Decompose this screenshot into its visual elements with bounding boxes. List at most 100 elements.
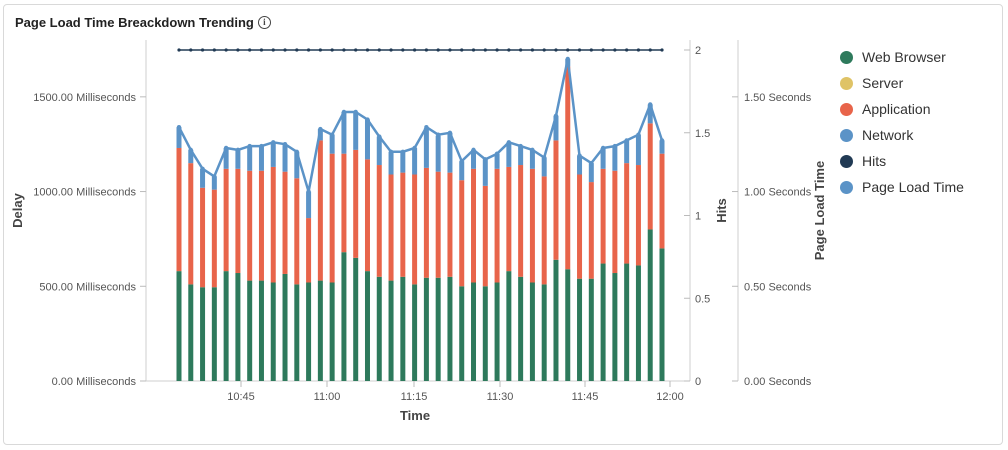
- page-load-time-point: [377, 134, 382, 139]
- hits-point: [542, 48, 546, 52]
- page-load-time-point: [506, 140, 512, 145]
- bar-network: [412, 147, 418, 175]
- bar-application: [223, 168, 229, 272]
- bar-network: [400, 151, 406, 173]
- bar-web-browser: [317, 280, 323, 381]
- bar-web-browser: [506, 271, 512, 381]
- chart-title-row: Page Load Time Breackdown Trending i: [15, 15, 271, 30]
- hits-point: [259, 48, 264, 52]
- legend-label-network: Network: [862, 127, 914, 143]
- bar-network: [200, 168, 206, 188]
- bar-web-browser: [612, 273, 618, 381]
- hits-point: [377, 48, 381, 52]
- hits-point: [212, 48, 216, 52]
- legend-swatch-page-load-time: [840, 180, 853, 194]
- bar-application: [376, 165, 382, 277]
- bar-network: [376, 136, 382, 166]
- bar-network: [294, 151, 300, 179]
- hits-point: [318, 48, 322, 52]
- chart-title: Page Load Time Breackdown Trending: [15, 15, 254, 30]
- bar-application: [423, 167, 429, 278]
- bar-web-browser: [624, 263, 630, 381]
- hits-point: [365, 48, 370, 52]
- legend-swatch-hits: [840, 154, 853, 168]
- hits-point: [566, 48, 570, 52]
- bar-network: [270, 142, 276, 167]
- legend-swatch-application: [840, 102, 853, 116]
- bar-network: [435, 135, 441, 172]
- y-left-tick-label: 0.00 Milliseconds: [52, 376, 137, 388]
- page-load-time-point: [589, 160, 594, 166]
- bar-application: [176, 147, 182, 272]
- bar-application: [435, 171, 441, 278]
- hits-point: [507, 48, 511, 52]
- bar-web-browser: [541, 284, 547, 381]
- bar-network: [541, 157, 547, 177]
- hits-point: [436, 48, 440, 52]
- page-load-time-point: [530, 147, 535, 153]
- hits-point: [554, 48, 558, 52]
- legend: Web Browser Server Application Network H…: [840, 44, 964, 200]
- hits-point: [271, 48, 275, 52]
- bar-web-browser: [247, 280, 253, 381]
- bar-web-browser: [459, 286, 465, 381]
- page-load-time-point: [271, 140, 276, 145]
- bar-application: [624, 163, 630, 264]
- legend-label-application: Application: [862, 101, 931, 117]
- hits-point: [483, 48, 487, 52]
- legend-label-server: Server: [862, 75, 904, 91]
- bar-application: [211, 189, 217, 288]
- bar-network: [612, 146, 618, 171]
- legend-item-network[interactable]: Network: [840, 122, 964, 148]
- x-axis-title: Time: [400, 408, 430, 423]
- bar-web-browser: [211, 287, 217, 381]
- bar-application: [270, 166, 276, 283]
- bar-network: [553, 115, 559, 141]
- x-tick-label: 10:45: [227, 391, 255, 403]
- bar-web-browser: [200, 287, 206, 381]
- legend-item-page-load-time[interactable]: Page Load Time: [840, 174, 964, 200]
- bar-web-browser: [188, 284, 194, 381]
- bar-network: [471, 149, 477, 169]
- bar-web-browser: [235, 273, 241, 381]
- bar-application: [529, 168, 535, 283]
- hits-point: [236, 48, 240, 52]
- bar-application: [565, 66, 571, 270]
- x-tick-label: 11:00: [314, 391, 341, 403]
- bar-network: [329, 134, 335, 154]
- bar-web-browser: [353, 257, 359, 381]
- bar-network: [247, 146, 253, 171]
- legend-item-server[interactable]: Server: [840, 70, 964, 96]
- hits-point: [306, 48, 311, 52]
- legend-item-hits[interactable]: Hits: [840, 148, 964, 174]
- bar-network: [341, 111, 347, 154]
- hits-point: [577, 48, 582, 52]
- bar-network: [647, 104, 653, 124]
- page-load-time-point: [435, 132, 441, 137]
- page-load-time-point: [318, 126, 323, 132]
- y-axis-left-title: Delay: [10, 192, 25, 227]
- hits-point: [401, 48, 405, 52]
- legend-swatch-web-browser: [840, 50, 853, 64]
- page-load-time-point: [306, 189, 311, 194]
- page-load-time-point: [636, 132, 641, 137]
- legend-label-page-load-time: Page Load Time: [862, 179, 964, 195]
- page-load-time-point: [282, 141, 288, 147]
- y-left-tick-label: 500.00 Milliseconds: [39, 281, 136, 293]
- bar-network: [659, 140, 665, 154]
- hits-point: [295, 48, 299, 52]
- bar-network: [588, 163, 594, 183]
- info-icon[interactable]: i: [257, 16, 271, 29]
- bar-application: [294, 178, 300, 285]
- hits-point: [460, 48, 464, 52]
- hits-point: [613, 48, 617, 52]
- hits-point: [330, 48, 334, 52]
- legend-item-application[interactable]: Application: [840, 96, 964, 122]
- bar-application: [282, 171, 288, 274]
- page-load-time-point: [294, 149, 300, 154]
- bar-network: [482, 159, 488, 186]
- page-load-time-point: [483, 157, 488, 162]
- legend-item-web-browser[interactable]: Web Browser: [840, 44, 964, 70]
- bar-application: [317, 140, 323, 281]
- hits-point: [189, 48, 193, 52]
